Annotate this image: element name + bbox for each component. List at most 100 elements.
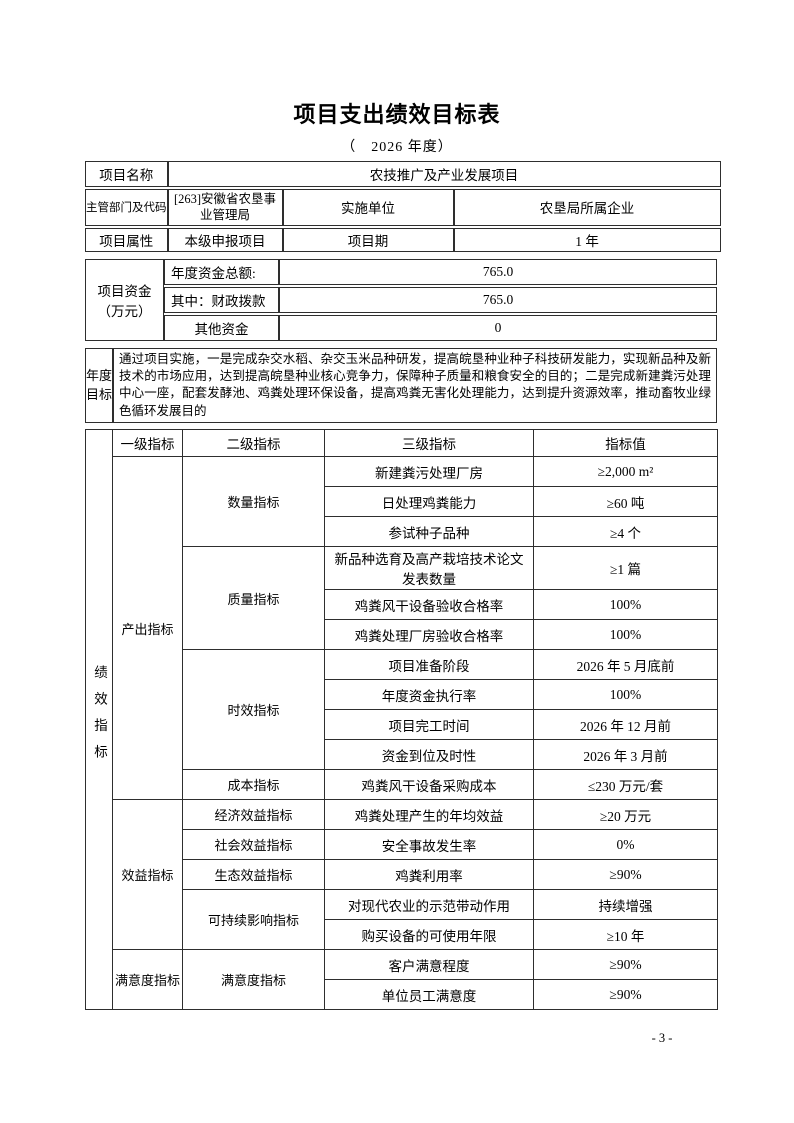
page-title: 项目支出绩效目标表: [293, 102, 501, 127]
indicator-row: 日处理鸡粪能力 ≥60 吨: [86, 486, 718, 518]
indicator-name-cell: 鸡粪风干设备采购成本: [324, 769, 534, 801]
funds-row-value: 765.0: [279, 258, 717, 285]
indicator-level2-cell: 可持续影响指标: [182, 889, 325, 951]
annual-goal-table: 年度 目标 通过项目实施，一是完成杂交水稻、杂交玉米品种研发，提高皖垦种业种子科…: [85, 346, 717, 426]
indicator-name-cell: 新建粪污处理厂房: [324, 456, 534, 488]
indicator-name-cell: 单位员工满意度: [324, 979, 534, 1011]
indicator-value-cell: 2026 年 5 月底前: [533, 649, 718, 681]
funds-label: 项目资金 （万元）: [85, 258, 164, 341]
impl-unit-label: 实施单位: [282, 189, 454, 226]
indicator-header-cell: 指标值: [533, 429, 718, 458]
indicator-level2-cell: 生态效益指标: [182, 859, 325, 891]
page-number: - 3 -: [651, 1031, 673, 1045]
indicator-level2-cell: 时效指标: [182, 649, 325, 771]
indicator-level1-cell: 产出指标: [112, 456, 183, 801]
indicator-row: 资金到位及时性 2026 年 3 月前: [86, 739, 718, 771]
indicator-value-cell: ≤230 万元/套: [533, 769, 718, 801]
indicator-value-cell: ≥20 万元: [533, 799, 718, 831]
indicator-value-cell: ≥2,000 m²: [533, 456, 718, 488]
indicator-value-cell: ≥1 篇: [533, 546, 718, 591]
indicator-value-cell: 2026 年 3 月前: [533, 739, 718, 771]
indicator-value-cell: ≥10 年: [533, 919, 718, 951]
indicator-value-cell: 0%: [533, 829, 718, 861]
dept-value: [263]安徽省农垦事业管理局: [167, 189, 283, 226]
indicator-level2-cell: 社会效益指标: [182, 829, 325, 861]
funds-table: 项目资金 （万元） 年度资金总额: 765.0 其中：财政拨款 765.0 其他…: [85, 257, 717, 343]
table-row: 其中：财政拨款 765.0: [85, 286, 717, 313]
indicator-row: 社会效益指标 安全事故发生率 0%: [86, 829, 718, 861]
project-name-value: 农技推广及产业发展项目: [167, 161, 721, 187]
indicator-name-cell: 项目完工时间: [324, 709, 534, 741]
indicator-name-cell: 年度资金执行率: [324, 679, 534, 711]
indicator-name-cell: 鸡粪处理厂房验收合格率: [324, 619, 534, 651]
indicator-value-cell: 100%: [533, 619, 718, 651]
attr-value: 本级申报项目: [167, 227, 283, 252]
indicator-level2-cell: 经济效益指标: [182, 799, 325, 831]
annual-goal-text: 通过项目实施，一是完成杂交水稻、杂交玉米品种研发，提高皖垦种业种子科技研发能力，…: [113, 347, 717, 424]
performance-side-label: 绩效指标: [92, 664, 107, 771]
indicator-value-cell: ≥4 个: [533, 516, 718, 548]
table-row: 年度 目标 通过项目实施，一是完成杂交水稻、杂交玉米品种研发，提高皖垦种业种子科…: [85, 347, 717, 424]
indicator-name-cell: 鸡粪处理产生的年均效益: [324, 799, 534, 831]
performance-side-label-cell: 绩效指标: [85, 429, 113, 1011]
funds-row-label: 其他资金: [164, 314, 279, 341]
funds-row-label: 其中：财政拨款: [164, 286, 279, 313]
indicator-row: 质量指标 新品种选育及高产栽培技术论文发表数量 ≥1 篇: [86, 546, 718, 651]
indicator-row: 生态效益指标 鸡粪利用率 ≥90%: [86, 859, 718, 891]
indicator-level2-cell: 质量指标: [182, 546, 325, 651]
attr-label: 项目属性: [85, 227, 168, 252]
table-row: 其他资金 0: [85, 314, 717, 341]
indicator-value-cell: ≥90%: [533, 949, 718, 981]
indicator-value-cell: 100%: [533, 589, 718, 621]
indicator-level2-cell: 成本指标: [182, 769, 325, 801]
indicator-row: 参试种子品种 ≥4 个: [86, 516, 718, 548]
indicator-header-cell: 一级指标: [112, 429, 183, 458]
indicator-table: 绩效指标 一级指标 二级指标 三级指标 指标值 产出指标 数量指标 新建粪污处理厂房 ≥2,00…: [85, 429, 718, 1011]
page-subtitle: （ 2026 年度）: [341, 140, 453, 155]
indicator-header-cell: 二级指标: [182, 429, 325, 458]
indicator-name-cell: 购买设备的可使用年限: [324, 919, 534, 951]
indicator-name-cell: 鸡粪利用率: [324, 859, 534, 891]
indicator-name-cell: 资金到位及时性: [324, 739, 534, 771]
indicator-level2-cell: 满意度指标: [182, 949, 325, 1011]
indicator-value-cell: 2026 年 12 月前: [533, 709, 718, 741]
indicator-value-cell: 100%: [533, 679, 718, 711]
indicator-name-cell: 参试种子品种: [324, 516, 534, 548]
impl-unit-value: 农垦局所属企业: [453, 189, 721, 226]
project-name-label: 项目名称: [85, 161, 168, 187]
indicator-row: 购买设备的可使用年限 ≥10 年: [86, 919, 718, 951]
indicator-name-cell: 日处理鸡粪能力: [324, 486, 534, 518]
funds-row-value: 765.0: [279, 286, 717, 313]
indicator-value-cell: ≥60 吨: [533, 486, 718, 518]
indicator-name-cell: 鸡粪风干设备验收合格率: [324, 589, 534, 621]
indicator-row: 单位员工满意度 ≥90%: [86, 979, 718, 1011]
indicator-level2-cell: 数量指标: [182, 456, 325, 548]
period-value: 1 年: [453, 227, 721, 252]
indicator-row: 可持续影响指标 对现代农业的示范带动作用 持续增强: [86, 889, 718, 951]
indicator-row: 鸡粪处理厂房验收合格率 100%: [86, 619, 718, 651]
table-row: 项目资金 （万元） 年度资金总额: 765.0: [85, 258, 717, 341]
indicator-row: 满意度指标 满意度指标 客户满意程度 ≥90%: [86, 949, 718, 1011]
project-info-table: 项目名称 农技推广及产业发展项目 主管部门及代码 [263]安徽省农垦事业管理局…: [85, 159, 721, 254]
indicator-row: 成本指标 鸡粪风干设备采购成本 ≤230 万元/套: [86, 769, 718, 801]
indicator-level1-cell: 满意度指标: [112, 949, 183, 1011]
dept-label: 主管部门及代码: [85, 189, 168, 226]
table-row: 项目名称 农技推广及产业发展项目: [85, 161, 721, 187]
indicator-row: 产出指标 数量指标 新建粪污处理厂房 ≥2,000 m²: [86, 456, 718, 801]
indicator-header-cell: 三级指标: [324, 429, 534, 458]
indicator-row: 年度资金执行率 100%: [86, 679, 718, 711]
period-label: 项目期: [282, 227, 454, 252]
indicator-value-cell: ≥90%: [533, 859, 718, 891]
table-row: 项目属性 本级申报项目 项目期 1 年: [85, 227, 721, 252]
indicator-name-cell: 客户满意程度: [324, 949, 534, 981]
table-row: 主管部门及代码 [263]安徽省农垦事业管理局 实施单位 农垦局所属企业: [85, 189, 721, 226]
indicator-header-row: 绩效指标 一级指标 二级指标 三级指标 指标值: [85, 429, 718, 1011]
indicator-name-cell: 项目准备阶段: [324, 649, 534, 681]
indicator-level1-cell: 效益指标: [112, 799, 183, 951]
indicator-name-cell: 安全事故发生率: [324, 829, 534, 861]
indicator-value-cell: ≥90%: [533, 979, 718, 1011]
indicator-name-cell: 新品种选育及高产栽培技术论文发表数量: [324, 546, 534, 591]
indicator-name-cell: 对现代农业的示范带动作用: [324, 889, 534, 921]
annual-goal-label: 年度 目标: [85, 347, 113, 424]
